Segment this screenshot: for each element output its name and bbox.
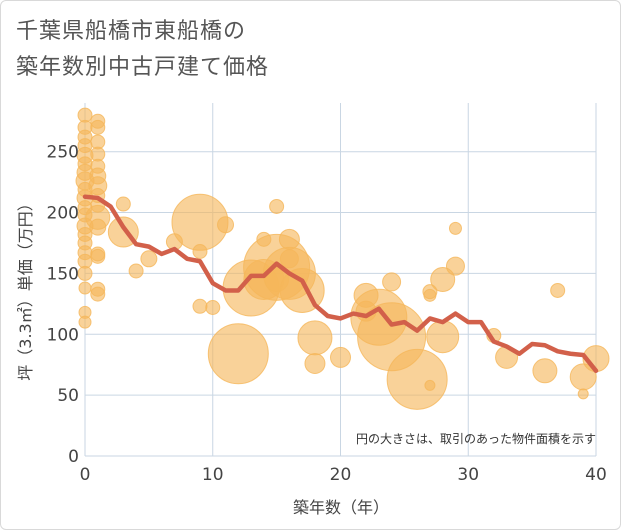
data-bubble <box>445 256 465 276</box>
x-tick-label: 40 <box>585 465 607 485</box>
x-tick-label: 20 <box>330 465 352 485</box>
data-bubble <box>424 379 436 391</box>
data-bubble <box>192 244 208 260</box>
grid-lines <box>84 103 597 457</box>
chart-title-line-1: 千葉県船橋市東船橋の <box>16 19 247 44</box>
bubble-layer <box>75 107 610 410</box>
data-bubble <box>90 119 106 135</box>
tick-labels: 0 10 20 30 40 0 50 100 150 200 250 <box>47 143 607 485</box>
data-bubble <box>217 216 235 234</box>
x-tick-label: 30 <box>457 465 479 485</box>
data-bubble <box>269 198 285 214</box>
data-bubble <box>89 218 107 236</box>
data-bubble <box>140 250 158 268</box>
data-bubble <box>278 228 300 250</box>
x-tick-label: 0 <box>80 465 91 485</box>
x-tick-label: 10 <box>202 465 224 485</box>
data-bubble <box>78 281 92 295</box>
data-bubble <box>78 315 92 329</box>
data-bubble <box>426 320 460 354</box>
y-tick-label: 150 <box>47 264 79 284</box>
y-tick-label: 0 <box>68 447 79 467</box>
data-bubble <box>207 323 269 385</box>
data-bubble <box>297 320 333 356</box>
data-bubble <box>423 288 437 302</box>
data-bubble <box>304 352 326 374</box>
y-tick-label: 200 <box>47 204 79 224</box>
data-bubble <box>577 388 589 400</box>
data-bubble <box>128 263 144 279</box>
data-bubble <box>90 248 106 264</box>
data-bubble <box>77 265 93 281</box>
data-bubble <box>448 221 462 235</box>
y-axis-label: 坪（3.3㎡）単価（万円） <box>16 195 35 380</box>
data-bubble <box>115 196 131 212</box>
data-bubble <box>532 358 558 384</box>
data-bubble <box>550 282 566 298</box>
data-bubble <box>330 346 351 368</box>
y-tick-label: 100 <box>47 325 79 345</box>
y-tick-label: 50 <box>57 386 79 406</box>
data-bubble <box>205 299 221 315</box>
average-price-line <box>82 194 599 374</box>
data-bubble <box>382 272 402 292</box>
chart-title: 千葉県船橋市東船橋の 築年数別中古戸建て価格 <box>16 14 269 86</box>
x-axis-label: 築年数（年） <box>293 498 389 517</box>
data-bubble <box>430 267 456 292</box>
chart-title-line-2: 築年数別中古戸建て価格 <box>16 55 270 80</box>
data-bubble <box>90 286 106 302</box>
data-bubble <box>386 348 448 410</box>
data-bubble <box>192 298 208 314</box>
bubble-size-note: 円の大きさは、取引のあった物件面積を示す <box>356 431 596 446</box>
y-tick-label: 250 <box>47 143 79 163</box>
